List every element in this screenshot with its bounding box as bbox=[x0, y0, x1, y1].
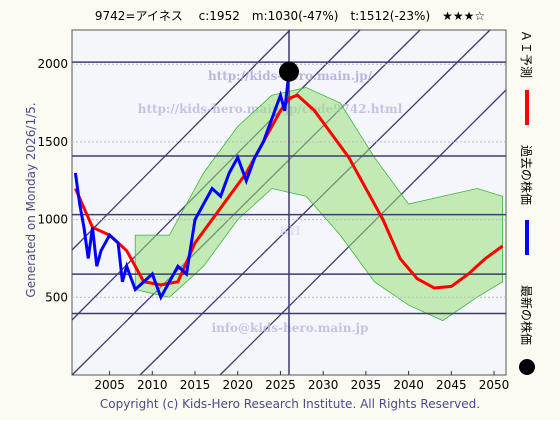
x-tick-label: 2025 bbox=[265, 378, 296, 392]
x-tick-label: 2050 bbox=[479, 378, 510, 392]
legend-label: 最新の株価 bbox=[519, 285, 534, 345]
y-tick-label: 500 bbox=[45, 290, 68, 304]
copyright: Copyright (c) Kids-Hero Research Institu… bbox=[100, 397, 480, 411]
x-tick-label: 2010 bbox=[137, 378, 168, 392]
side-label: Generated on Monday 2026/1/5. bbox=[24, 102, 38, 297]
x-tick-label: 2005 bbox=[94, 378, 125, 392]
chart-title: 9742=アイネス c:1952 m:1030(-47%) t:1512(-23… bbox=[95, 9, 485, 23]
x-tick-label: 2035 bbox=[351, 378, 382, 392]
x-tick-label: 2020 bbox=[222, 378, 253, 392]
y-tick-label: 1500 bbox=[37, 135, 68, 149]
legend-swatch bbox=[519, 359, 535, 375]
x-tick-label: 2015 bbox=[180, 378, 211, 392]
x-tick-label: 2040 bbox=[393, 378, 424, 392]
watermark: info@kids-hero.main.jp bbox=[212, 321, 369, 335]
x-tick-label: 2030 bbox=[308, 378, 339, 392]
watermark: KH bbox=[279, 224, 301, 238]
series-line bbox=[73, 71, 291, 301]
series-line bbox=[74, 93, 504, 290]
latest-point bbox=[279, 61, 299, 82]
legend-label: ＡＩ予測 bbox=[519, 30, 533, 78]
x-tick-label: 2045 bbox=[436, 378, 467, 392]
y-tick-label: 2000 bbox=[37, 57, 68, 71]
y-tick-label: 1000 bbox=[37, 213, 68, 227]
legend-label: 過去の株価 bbox=[519, 145, 534, 205]
